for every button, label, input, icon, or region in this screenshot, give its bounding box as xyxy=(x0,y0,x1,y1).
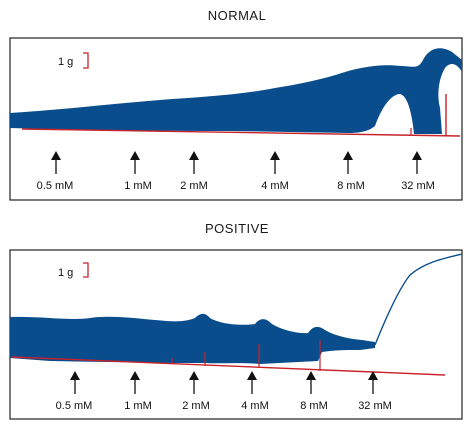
positive-tension-trace xyxy=(10,313,375,364)
normal-label-32mM: 32 mM xyxy=(401,180,435,192)
positive-scale-bar xyxy=(83,262,89,278)
normal-arrow-2mM xyxy=(189,151,199,174)
positive-arrow-0-5mM xyxy=(70,371,80,394)
normal-arrow-8mM xyxy=(343,151,353,174)
normal-tension-trace xyxy=(10,48,462,135)
positive-panel: 1 g 0.5 mM 1 mM 2 mM 4 mM 8 mM 32 mM xyxy=(9,249,463,420)
normal-arrow-0-5mM xyxy=(51,151,61,174)
positive-label-4mM: 4 mM xyxy=(241,400,269,412)
positive-arrow-4mM xyxy=(247,371,257,394)
normal-baseline xyxy=(21,128,461,137)
positive-label-1mM: 1 mM xyxy=(124,400,152,412)
normal-label-0-5mM: 0.5 mM xyxy=(37,180,74,192)
positive-contracture-rise xyxy=(374,253,463,346)
normal-scale-label: 1 g xyxy=(58,56,73,68)
positive-label-8mM: 8 mM xyxy=(300,400,328,412)
positive-label-2mM: 2 mM xyxy=(182,400,210,412)
positive-label-0-5mM: 0.5 mM xyxy=(56,400,93,412)
positive-label-32mM: 32 mM xyxy=(358,400,392,412)
positive-arrow-2mM xyxy=(189,371,199,394)
normal-scale-bar xyxy=(83,52,89,69)
panel-title-positive: POSITIVE xyxy=(205,221,269,236)
normal-label-1mM: 1 mM xyxy=(124,180,152,192)
positive-scale-label: 1 g xyxy=(58,267,73,279)
normal-label-4mM: 4 mM xyxy=(261,180,289,192)
normal-arrow-1mM xyxy=(130,151,140,174)
normal-arrow-32mM xyxy=(412,151,422,174)
normal-label-2mM: 2 mM xyxy=(180,180,208,192)
normal-label-8mM: 8 mM xyxy=(337,180,365,192)
positive-arrow-1mM xyxy=(130,371,140,394)
positive-arrow-8mM xyxy=(306,371,316,394)
normal-panel: 1 g 0.5 mM 1 mM 2 mM 4 mM 8 mM 32 mM xyxy=(9,37,463,201)
normal-arrow-4mM xyxy=(270,151,280,174)
panel-title-normal: NORMAL xyxy=(207,8,267,23)
positive-arrow-32mM xyxy=(368,371,378,394)
